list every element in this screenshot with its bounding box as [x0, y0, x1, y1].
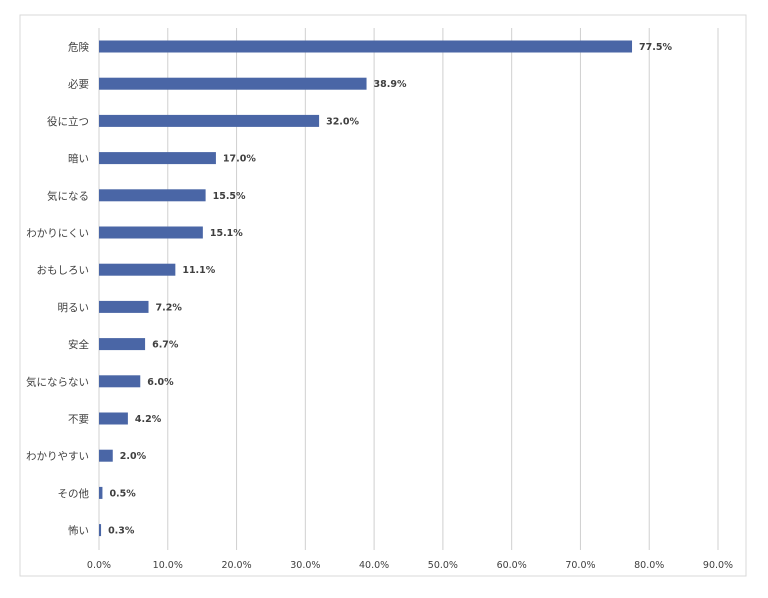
category-label: わかりやすい: [26, 451, 89, 463]
bar: [99, 263, 176, 276]
bar: [99, 524, 102, 537]
bar: [99, 189, 206, 202]
value-label: 32.0%: [326, 116, 359, 127]
x-tick-label: 80.0%: [634, 560, 664, 571]
category-label: おもしろい: [37, 265, 90, 277]
bar: [99, 40, 633, 53]
category-label: 危険: [68, 42, 89, 54]
x-tick-label: 40.0%: [359, 560, 389, 571]
x-tick-label: 60.0%: [497, 560, 527, 571]
x-tick-label: 50.0%: [428, 560, 458, 571]
bar: [99, 300, 149, 313]
value-label: 2.0%: [120, 451, 147, 462]
bar: [99, 152, 216, 165]
value-label: 6.0%: [147, 377, 174, 388]
value-label: 7.2%: [156, 302, 183, 313]
bar: [99, 226, 203, 239]
x-tick-label: 0.0%: [87, 560, 111, 571]
value-label: 15.1%: [210, 228, 243, 239]
value-label: 0.5%: [109, 488, 136, 499]
x-tick-label: 10.0%: [153, 560, 183, 571]
bar: [99, 114, 320, 127]
value-label: 11.1%: [182, 265, 215, 276]
value-labels: 77.5% 38.9% 32.0% 17.0% 15.5% 15.1% 11.1% 7.2% 6…: [108, 42, 672, 537]
chart-border: [19, 14, 747, 577]
value-label: 6.7%: [152, 340, 179, 351]
category-label: 明るい: [58, 302, 90, 314]
x-tick-label: 70.0%: [565, 560, 595, 571]
value-label: 38.9%: [374, 79, 407, 90]
value-label: 0.3%: [108, 526, 135, 537]
bars: [99, 40, 633, 537]
category-label: 怖い: [68, 524, 89, 537]
value-label: 17.0%: [223, 154, 256, 165]
category-label: 役に立つ: [47, 115, 89, 128]
category-label: わかりにくい: [26, 228, 89, 240]
x-tick-label: 20.0%: [221, 560, 251, 571]
category-label: 気にならない: [26, 375, 89, 388]
value-label: 15.5%: [213, 191, 246, 202]
x-tick-label: 90.0%: [703, 560, 733, 571]
x-tick-label: 30.0%: [290, 560, 320, 571]
category-label: 安全: [68, 338, 89, 351]
bar: [99, 77, 367, 90]
category-label: 必要: [68, 78, 89, 91]
value-label: 77.5%: [639, 42, 672, 53]
bar: [99, 412, 128, 425]
bar: [99, 375, 141, 388]
bar: [99, 449, 113, 462]
bar: [99, 486, 103, 499]
category-label: 不要: [68, 414, 89, 426]
category-label: 気になる: [47, 189, 89, 202]
value-label: 4.2%: [135, 414, 162, 425]
category-label: 暗い: [68, 152, 89, 165]
category-labels: 危険必要役に立つ暗い気になるわかりにくいおもしろい明るい安全気にならない不要わか…: [26, 42, 89, 538]
bar: [99, 338, 146, 351]
x-axis-tick-labels: 0.0% 10.0% 20.0% 30.0% 40.0% 50.0% 60.0% 70.0% 8…: [87, 560, 733, 571]
category-label: その他: [58, 487, 90, 500]
